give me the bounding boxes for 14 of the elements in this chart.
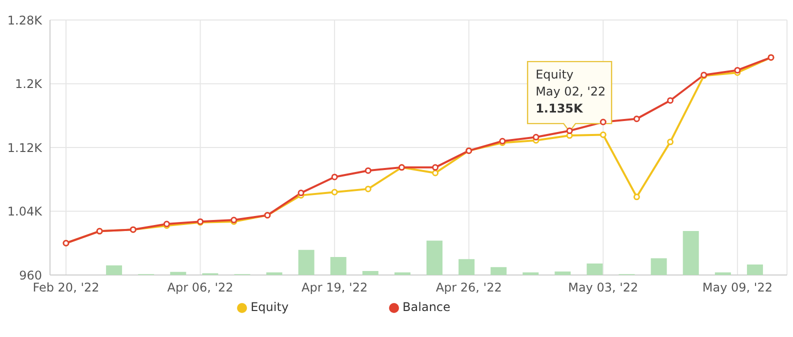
- x-tick-label: May 03, '22: [568, 280, 638, 295]
- x-tick-label: Feb 20, '22: [32, 280, 100, 295]
- y-tick-label: 1.12K: [7, 140, 44, 155]
- x-tick-label: Apr 19, '22: [302, 280, 368, 295]
- x-tick-label: Apr 06, '22: [167, 280, 234, 295]
- x-tick-label: Apr 26, '22: [436, 280, 502, 295]
- x-tick-label: May 09, '22: [702, 280, 772, 295]
- y-tick-label: 1.28K: [7, 13, 44, 28]
- annotation: Equity May 02, '22 1.135K: [536, 68, 606, 116]
- y-tick-label: 1.04K: [7, 204, 44, 219]
- legend-label: Balance: [402, 300, 450, 314]
- legend-label: Equity: [250, 300, 289, 314]
- y-tick-label: 1.2K: [15, 77, 44, 92]
- y-tick-label: 960: [19, 268, 42, 282]
